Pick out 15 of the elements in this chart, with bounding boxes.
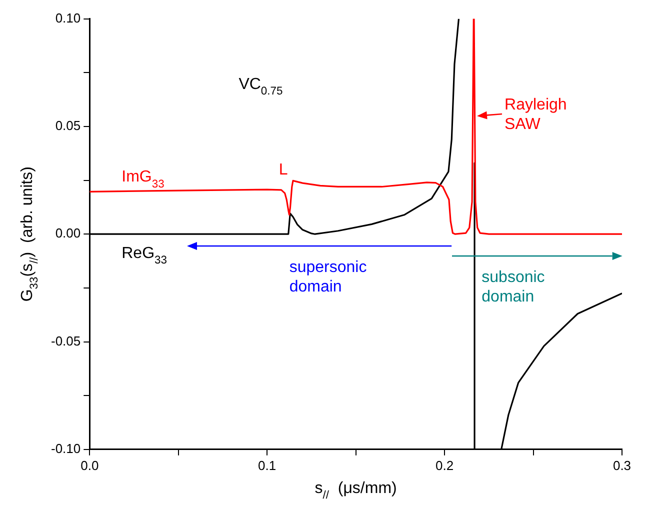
y-tick-label: 0.00 [55, 226, 81, 241]
x-tick-label: 0.2 [436, 458, 454, 473]
y-axis-title: G33(s//) (arb. units) [19, 166, 41, 302]
annotation: subsonic domain [482, 269, 545, 306]
y-tick-label: -0.10 [50, 440, 81, 456]
y-tick-label: -0.05 [50, 333, 81, 348]
x-tick-label: 0.3 [612, 458, 632, 473]
x-tick-label: 0.1 [258, 458, 276, 473]
annotation: Rayleigh SAW [504, 96, 567, 133]
annotation: L [278, 161, 288, 178]
annotation: supersonic domain [289, 259, 367, 296]
x-tick-label: 0.0 [80, 458, 99, 473]
x-axis-title: s// (μs/mm) [314, 480, 397, 502]
y-tick-label: 0.10 [55, 10, 81, 26]
y-tick-label: 0.05 [55, 118, 81, 134]
